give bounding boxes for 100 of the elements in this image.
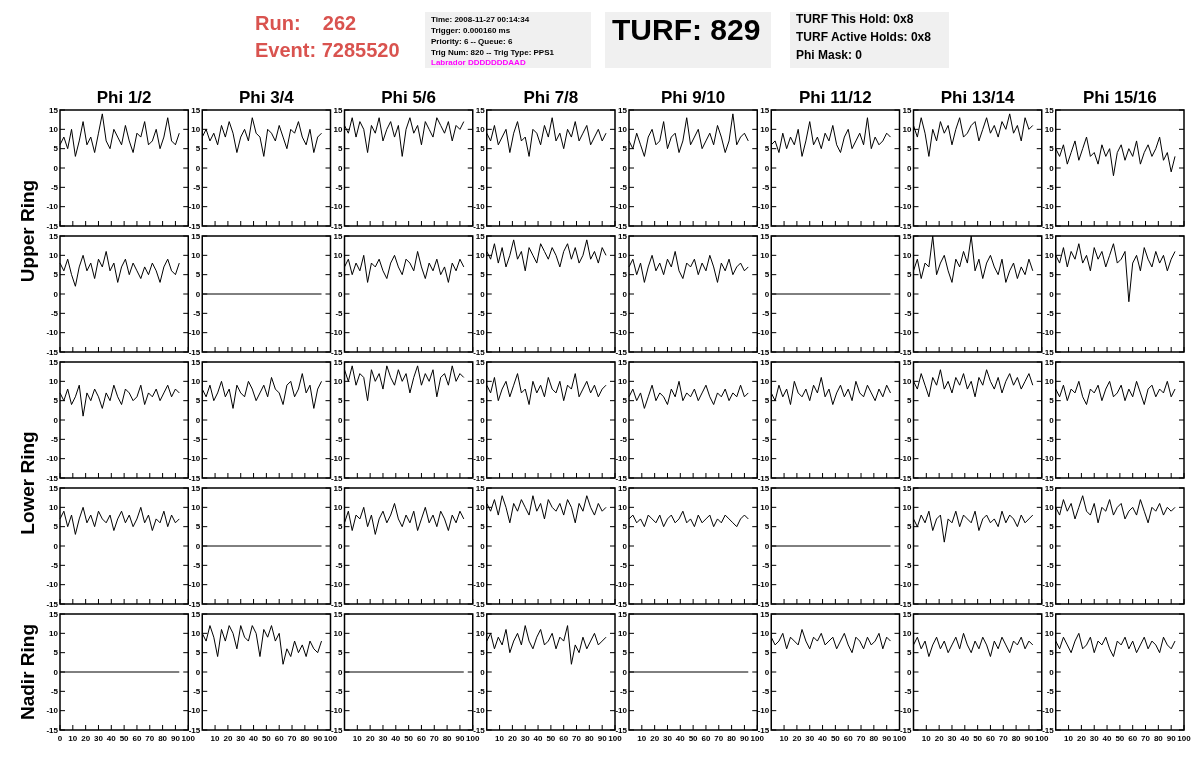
y-tick-label: 15 bbox=[618, 357, 628, 367]
y-tick-label: 5 bbox=[622, 144, 628, 154]
y-tick-label: 0 bbox=[195, 289, 201, 299]
x-tick-label: 20 bbox=[81, 734, 91, 743]
y-tick-label: -10 bbox=[757, 328, 770, 338]
y-tick-label: -5 bbox=[619, 308, 628, 318]
y-tick-label: -5 bbox=[1046, 308, 1055, 318]
y-tick-label: -15 bbox=[473, 473, 486, 483]
x-tick-label: 30 bbox=[805, 734, 815, 743]
y-tick-label: 15 bbox=[1044, 609, 1055, 619]
y-tick-label: 5 bbox=[480, 144, 486, 154]
y-tick-label: 5 bbox=[480, 648, 486, 658]
y-tick-label: 10 bbox=[333, 628, 344, 638]
y-tick-label: 10 bbox=[618, 502, 628, 512]
text: Priority: 6 -- Queue: 6 bbox=[431, 37, 513, 46]
y-tick-label: 10 bbox=[49, 628, 59, 638]
y-tick-label: 10 bbox=[760, 628, 770, 638]
y-tick-label: 0 bbox=[195, 541, 201, 551]
y-tick-label: 5 bbox=[338, 270, 344, 280]
y-tick-label: -10 bbox=[188, 328, 201, 338]
x-tick-label: 20 bbox=[650, 734, 660, 743]
x-tick-label: 90 bbox=[313, 734, 323, 743]
y-tick-label: 0 bbox=[622, 289, 628, 299]
y-tick-label: -5 bbox=[193, 560, 201, 570]
x-tick-label: 70 bbox=[287, 734, 298, 743]
y-tick-label: -10 bbox=[757, 202, 770, 212]
y-axis-title: Nadir Ring bbox=[17, 623, 38, 721]
y-tick-label: 0 bbox=[53, 415, 59, 425]
x-tick-label: 10 bbox=[352, 734, 363, 743]
y-tick-label: -5 bbox=[619, 434, 628, 444]
y-tick-label: -5 bbox=[1046, 434, 1055, 444]
text: TURF Active Holds: 0x8 bbox=[796, 30, 932, 44]
y-tick-label: 10 bbox=[760, 250, 770, 260]
y-tick-label: 10 bbox=[760, 376, 770, 386]
y-tick-label: -5 bbox=[477, 560, 486, 570]
x-tick-label: 80 bbox=[158, 734, 168, 743]
y-tick-label: -10 bbox=[330, 706, 344, 716]
y-tick-label: -10 bbox=[899, 328, 913, 338]
x-tick-label: 60 bbox=[843, 734, 854, 743]
y-tick-label: 0 bbox=[764, 163, 770, 173]
y-tick-label: -5 bbox=[904, 686, 913, 696]
y-tick-label: -10 bbox=[1042, 580, 1055, 590]
y-tick-label: 10 bbox=[618, 628, 628, 638]
chart-title: Phi 13/14 bbox=[940, 88, 1016, 107]
text: Trigger: 0.000160 ms bbox=[431, 26, 511, 35]
y-tick-label: 10 bbox=[333, 376, 344, 386]
x-tick-label: 60 bbox=[701, 734, 711, 743]
y-tick-label: -10 bbox=[473, 328, 486, 338]
y-tick-label: -15 bbox=[757, 725, 770, 735]
y-tick-label: 0 bbox=[195, 667, 201, 677]
y-tick-label: -5 bbox=[762, 686, 770, 696]
y-tick-label: 10 bbox=[191, 250, 201, 260]
y-tick-label: -5 bbox=[193, 686, 201, 696]
y-tick-label: -15 bbox=[757, 347, 770, 357]
y-tick-label: -10 bbox=[46, 580, 59, 590]
x-tick-label: 30 bbox=[94, 734, 104, 743]
y-tick-label: -5 bbox=[762, 434, 770, 444]
x-tick-label: 50 bbox=[261, 734, 272, 743]
y-tick-label: 15 bbox=[475, 609, 486, 619]
y-tick-label: 5 bbox=[53, 396, 59, 406]
x-tick-label: 60 bbox=[559, 734, 569, 743]
y-tick-label: 10 bbox=[475, 124, 486, 134]
y-tick-label: -15 bbox=[188, 725, 201, 735]
y-tick-label: 5 bbox=[1049, 522, 1055, 532]
y-tick-label: 5 bbox=[195, 144, 201, 154]
y-tick-label: 0 bbox=[338, 541, 344, 551]
y-tick-label: -5 bbox=[1046, 686, 1055, 696]
y-tick-label: -5 bbox=[50, 560, 59, 570]
x-tick-label: 60 bbox=[417, 734, 427, 743]
y-tick-label: -15 bbox=[330, 725, 344, 735]
y-tick-label: -10 bbox=[757, 580, 770, 590]
y-tick-label: 0 bbox=[338, 667, 344, 677]
y-tick-label: 5 bbox=[1049, 396, 1055, 406]
y-tick-label: 15 bbox=[333, 231, 344, 241]
y-tick-label: 15 bbox=[618, 231, 628, 241]
y-tick-label: 0 bbox=[907, 415, 913, 425]
x-tick-label: 30 bbox=[378, 734, 388, 743]
text: Labrador DDDDDDDAAD bbox=[431, 58, 526, 67]
y-tick-label: 0 bbox=[480, 667, 486, 677]
y-tick-label: -10 bbox=[473, 580, 486, 590]
chart-title: Phi 15/16 bbox=[1083, 88, 1157, 107]
y-tick-label: -5 bbox=[619, 182, 628, 192]
y-tick-label: 5 bbox=[622, 396, 628, 406]
x-tick-label: 40 bbox=[960, 734, 970, 743]
y-tick-label: 0 bbox=[622, 667, 628, 677]
y-tick-label: 15 bbox=[760, 105, 770, 115]
y-tick-label: -5 bbox=[904, 560, 913, 570]
y-tick-label: 10 bbox=[1044, 376, 1055, 386]
y-tick-label: 5 bbox=[1049, 144, 1055, 154]
y-tick-label: -10 bbox=[46, 454, 59, 464]
y-tick-label: -15 bbox=[899, 473, 913, 483]
x-tick-label: 70 bbox=[145, 734, 155, 743]
y-tick-label: 0 bbox=[1049, 415, 1055, 425]
y-tick-label: -5 bbox=[50, 686, 59, 696]
x-tick-label: 40 bbox=[391, 734, 401, 743]
x-tick-label: 20 bbox=[934, 734, 945, 743]
y-tick-label: 0 bbox=[53, 541, 59, 551]
y-tick-label: -5 bbox=[477, 308, 486, 318]
y-tick-label: -15 bbox=[46, 599, 59, 609]
y-tick-label: -5 bbox=[193, 182, 201, 192]
